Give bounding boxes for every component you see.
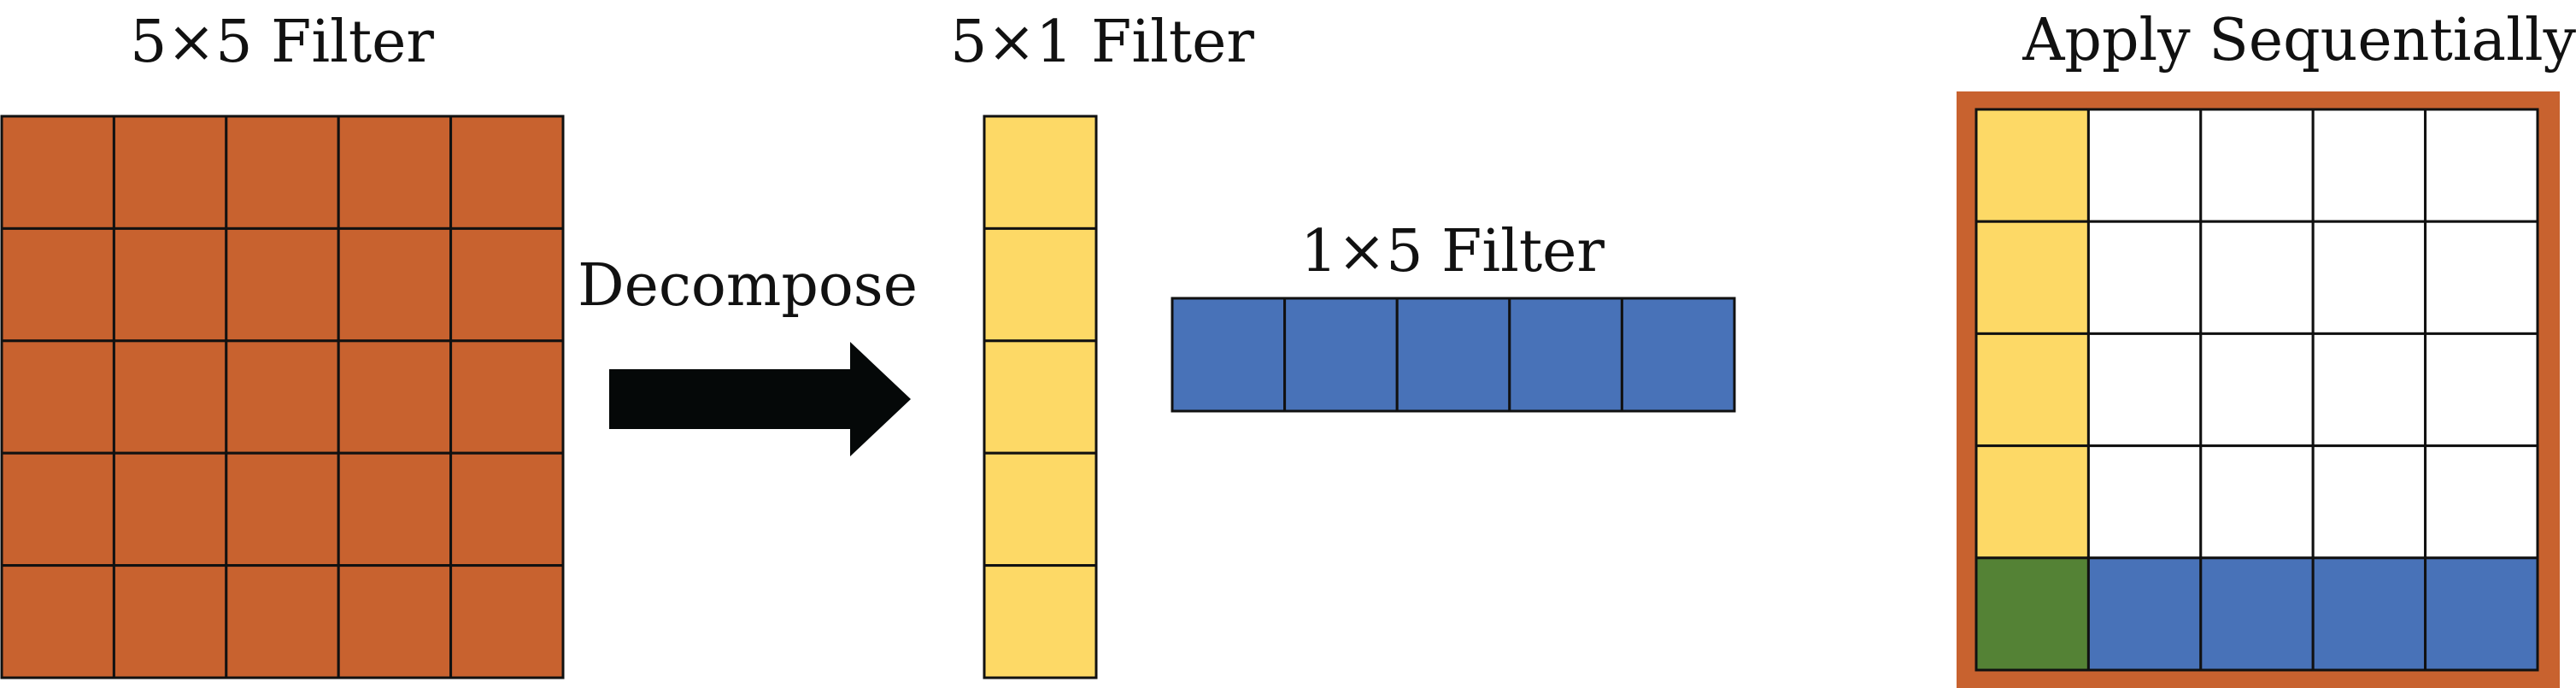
filter-5x5-cell-r5-c5 — [449, 564, 565, 679]
filter-5x5-cell-r5-c2 — [112, 564, 228, 679]
filter-5x5-cell-r1-c4 — [337, 115, 453, 230]
combined-cell-r1-c2 — [2086, 108, 2203, 223]
filter-5x1-cell-r2-c1 — [983, 226, 1098, 343]
filter-5x5-cell-r4-c1 — [0, 451, 115, 567]
filter-1x5-cell-r1-c4 — [1508, 297, 1623, 413]
filter-1x5-cell-r1-c2 — [1283, 297, 1399, 413]
decompose-arrow-icon — [609, 342, 911, 456]
filter-5x5-cell-r3-c3 — [225, 339, 340, 455]
combined-cell-r4-c1 — [1975, 444, 2090, 560]
combined-cell-r1-c3 — [2199, 108, 2315, 223]
filter-5x5-cell-r2-c5 — [449, 226, 565, 343]
decompose-label: Decompose — [578, 252, 918, 320]
title-5x1-filter: 5×1 Filter — [950, 9, 1254, 76]
filter-5x5-cell-r2-c3 — [225, 226, 340, 343]
filter-5x5-cell-r5-c1 — [0, 564, 115, 679]
combined-cell-r5-c2 — [2086, 556, 2203, 672]
title-1x5-filter: 1×5 Filter — [1300, 218, 1605, 285]
combined-cell-r1-c1 — [1975, 108, 2090, 223]
filter-5x5-cell-r1-c2 — [112, 115, 228, 230]
filter-5x5-cell-r3-c4 — [337, 339, 453, 455]
combined-cell-r4-c2 — [2086, 444, 2203, 560]
filter-5x5-cell-r2-c4 — [337, 226, 453, 343]
filter-5x5-cell-r3-c2 — [112, 339, 228, 455]
filter-5x5-cell-r4-c2 — [112, 451, 228, 567]
filter-5x1-cell-r4-c1 — [983, 451, 1098, 567]
filter-5x5-cell-r3-c5 — [449, 339, 565, 455]
filter-5x1-cell-r1-c1 — [983, 115, 1098, 230]
filter-5x5-cell-r2-c1 — [0, 226, 115, 343]
combined-cell-r3-c5 — [2424, 332, 2539, 448]
combined-cell-r3-c4 — [2311, 332, 2427, 448]
filter-5x5-cell-r4-c3 — [225, 451, 340, 567]
combined-cell-r5-c4 — [2311, 556, 2427, 672]
combined-cell-r2-c4 — [2311, 220, 2427, 335]
filter-5x5-cell-r5-c3 — [225, 564, 340, 679]
combined-cell-r4-c3 — [2199, 444, 2315, 560]
filter-5x5-grid — [0, 115, 565, 679]
combined-cell-r3-c2 — [2086, 332, 2203, 448]
filter-5x5-cell-r1-c5 — [449, 115, 565, 230]
combined-cell-r4-c5 — [2424, 444, 2539, 560]
filter-5x5-cell-r1-c1 — [0, 115, 115, 230]
combined-cell-r5-c3 — [2199, 556, 2315, 672]
combined-filter-grid — [1975, 108, 2539, 672]
combined-cell-r2-c3 — [2199, 220, 2315, 335]
title-5x5-filter: 5×5 Filter — [130, 9, 434, 76]
filter-5x1-cell-r5-c1 — [983, 564, 1098, 679]
title-apply-sequentially: Apply Sequentially — [2022, 7, 2576, 74]
filter-1x5-cell-r1-c5 — [1620, 297, 1736, 413]
filter-5x5-cell-r4-c5 — [449, 451, 565, 567]
combined-cell-r2-c2 — [2086, 220, 2203, 335]
filter-5x5-cell-r2-c2 — [112, 226, 228, 343]
combined-cell-r2-c1 — [1975, 220, 2090, 335]
filter-5x1-grid — [983, 115, 1098, 679]
filter-1x5-cell-r1-c1 — [1171, 297, 1287, 413]
filter-5x5-cell-r4-c4 — [337, 451, 453, 567]
filter-1x5-grid — [1171, 297, 1736, 413]
filter-5x5-cell-r1-c3 — [225, 115, 340, 230]
combined-cell-r5-c5 — [2424, 556, 2539, 672]
combined-cell-r3-c1 — [1975, 332, 2090, 448]
combined-cell-r2-c5 — [2424, 220, 2539, 335]
combined-cell-r5-c1 — [1975, 556, 2090, 672]
combined-cell-r3-c3 — [2199, 332, 2315, 448]
combined-cell-r4-c4 — [2311, 444, 2427, 560]
combined-cell-r1-c5 — [2424, 108, 2539, 223]
filter-5x5-cell-r3-c1 — [0, 339, 115, 455]
filter-5x1-cell-r3-c1 — [983, 339, 1098, 455]
filter-5x5-cell-r5-c4 — [337, 564, 453, 679]
filter-1x5-cell-r1-c3 — [1395, 297, 1511, 413]
combined-cell-r1-c4 — [2311, 108, 2427, 223]
